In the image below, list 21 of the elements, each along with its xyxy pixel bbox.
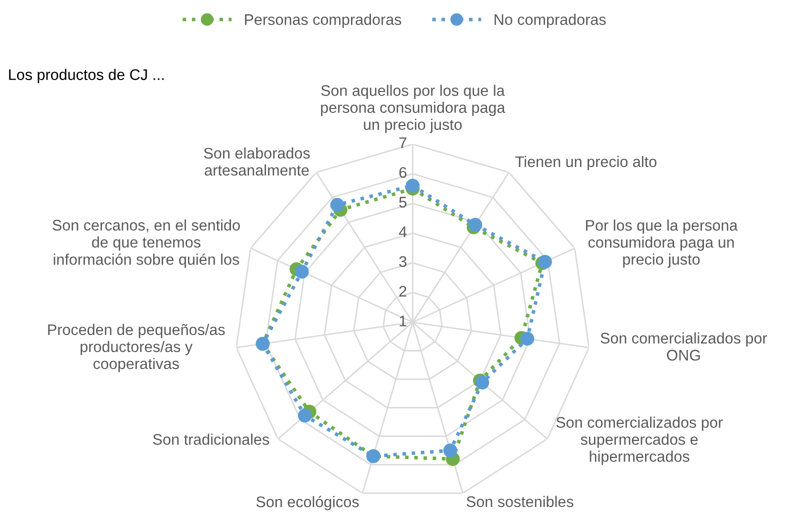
text: Los productos de CJ ... [9,68,164,84]
legend-label: Personas compradoras [245,14,402,28]
y-tick-label: 4 [398,226,407,238]
spoke-label: Son comercializados por supermercados e hipermercados [556,416,723,465]
y-tick-label: 1 [400,316,406,326]
spoke-label: Son tradicionales [153,434,270,445]
y-tick-label: 5 [399,196,406,208]
spoke-label: Proceden de pequeños/as productores/as y cooperativas [48,324,225,372]
spoke-label: Son ecológicos [256,496,359,510]
y-tick-label: 6 [399,167,406,178]
y-tick-label: 2 [399,286,406,297]
y-tick-label: 7 [399,138,406,148]
legend-label: No compradoras [494,14,606,28]
spoke-label: Son aquellos por los que la persona consumidora paga un precio justo [321,84,506,133]
spoke-label: Son elaborados artesanalmente [204,147,310,176]
y-tick-label: 3 [399,256,406,267]
spoke-label: Son cercanos, en el sentido de que tenemos información sobre quién los [52,219,240,268]
spoke-label: Tienen un precio alto [515,156,656,170]
spoke-label: Son sostenibles [466,496,574,508]
spoke-label: Son comercializados por ONG [600,332,768,361]
spoke-label: Por los que la persona consumidora paga un precio justo [586,220,738,268]
